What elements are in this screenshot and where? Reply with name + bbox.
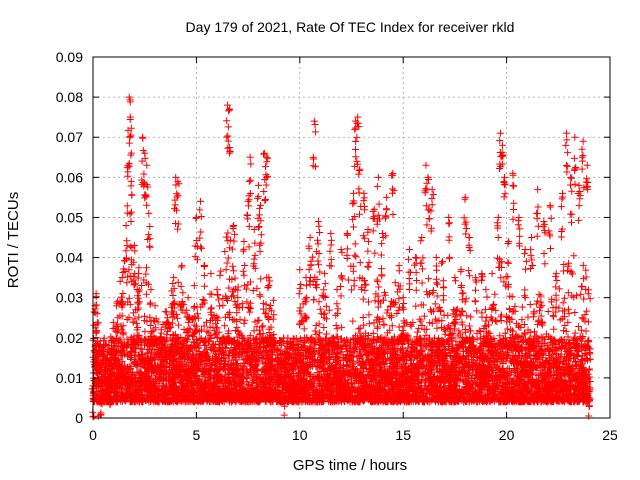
data-point: [221, 247, 229, 255]
data-point: [133, 319, 141, 327]
data-point: [219, 301, 227, 309]
data-point: [412, 302, 420, 310]
data-point: [316, 268, 324, 276]
data-point: [504, 313, 512, 321]
data-point: [390, 300, 398, 308]
data-point: [455, 327, 463, 335]
data-point: [530, 308, 538, 316]
data-point: [568, 268, 576, 276]
data-point: [582, 327, 590, 335]
data-point: [520, 329, 528, 337]
data-point: [413, 328, 421, 336]
data-point: [582, 266, 590, 274]
data-point: [199, 295, 207, 303]
data-point: [131, 315, 139, 323]
data-point: [124, 298, 132, 306]
data-point: [238, 300, 246, 308]
data-point: [536, 303, 544, 311]
data-point: [241, 316, 249, 324]
data-point: [559, 299, 567, 307]
data-point: [571, 308, 579, 316]
data-point: [535, 290, 543, 298]
data-point: [570, 252, 578, 260]
data-point: [463, 312, 471, 320]
data-point: [302, 282, 310, 290]
data-point: [126, 243, 134, 251]
data-points: [88, 93, 594, 421]
data-point: [561, 321, 569, 329]
data-point: [216, 302, 224, 310]
data-point: [334, 349, 342, 357]
data-point: [229, 315, 237, 323]
data-point: [444, 311, 452, 319]
data-point: [203, 318, 211, 326]
data-point: [584, 318, 592, 326]
data-point: [544, 307, 552, 315]
data-point: [379, 314, 387, 322]
data-point: [555, 285, 563, 293]
data-point: [433, 324, 441, 332]
data-point: [518, 303, 526, 311]
data-point: [359, 295, 367, 303]
data-point: [564, 318, 572, 326]
data-point: [259, 322, 267, 330]
data-point: [417, 317, 425, 325]
data-point: [216, 271, 224, 279]
data-point: [560, 260, 568, 268]
data-point: [554, 345, 562, 353]
data-point: [450, 306, 458, 314]
data-point: [561, 294, 569, 302]
data-point: [365, 320, 373, 328]
data-point: [240, 319, 248, 327]
data-point: [416, 315, 424, 323]
data-point: [564, 305, 572, 313]
data-point: [255, 316, 263, 324]
data-point: [118, 274, 126, 282]
data-point: [365, 311, 373, 319]
data-point: [564, 333, 572, 341]
data-point: [462, 295, 470, 303]
data-point: [356, 259, 364, 267]
data-point: [533, 297, 541, 305]
data-point: [311, 327, 319, 335]
data-point: [422, 331, 430, 339]
data-point: [142, 290, 150, 298]
data-point: [491, 290, 499, 298]
data-point: [374, 323, 382, 331]
data-point: [125, 314, 133, 322]
data-point: [550, 325, 558, 333]
data-point: [129, 318, 137, 326]
data-point: [365, 298, 373, 306]
data-point: [338, 323, 346, 331]
data-point: [348, 286, 356, 294]
data-point: [577, 326, 585, 334]
data-point: [316, 329, 324, 337]
data-point: [373, 276, 381, 284]
data-point: [123, 315, 131, 323]
data-point: [583, 307, 591, 315]
data-point: [119, 290, 127, 298]
data-point: [355, 325, 363, 333]
data-point: [534, 338, 542, 346]
data-point: [425, 275, 433, 283]
data-point: [125, 294, 133, 302]
data-point: [323, 330, 331, 338]
data-point: [351, 251, 359, 259]
data-point: [526, 301, 534, 309]
data-point: [467, 327, 475, 335]
data-point: [123, 279, 131, 287]
data-point: [586, 295, 594, 303]
